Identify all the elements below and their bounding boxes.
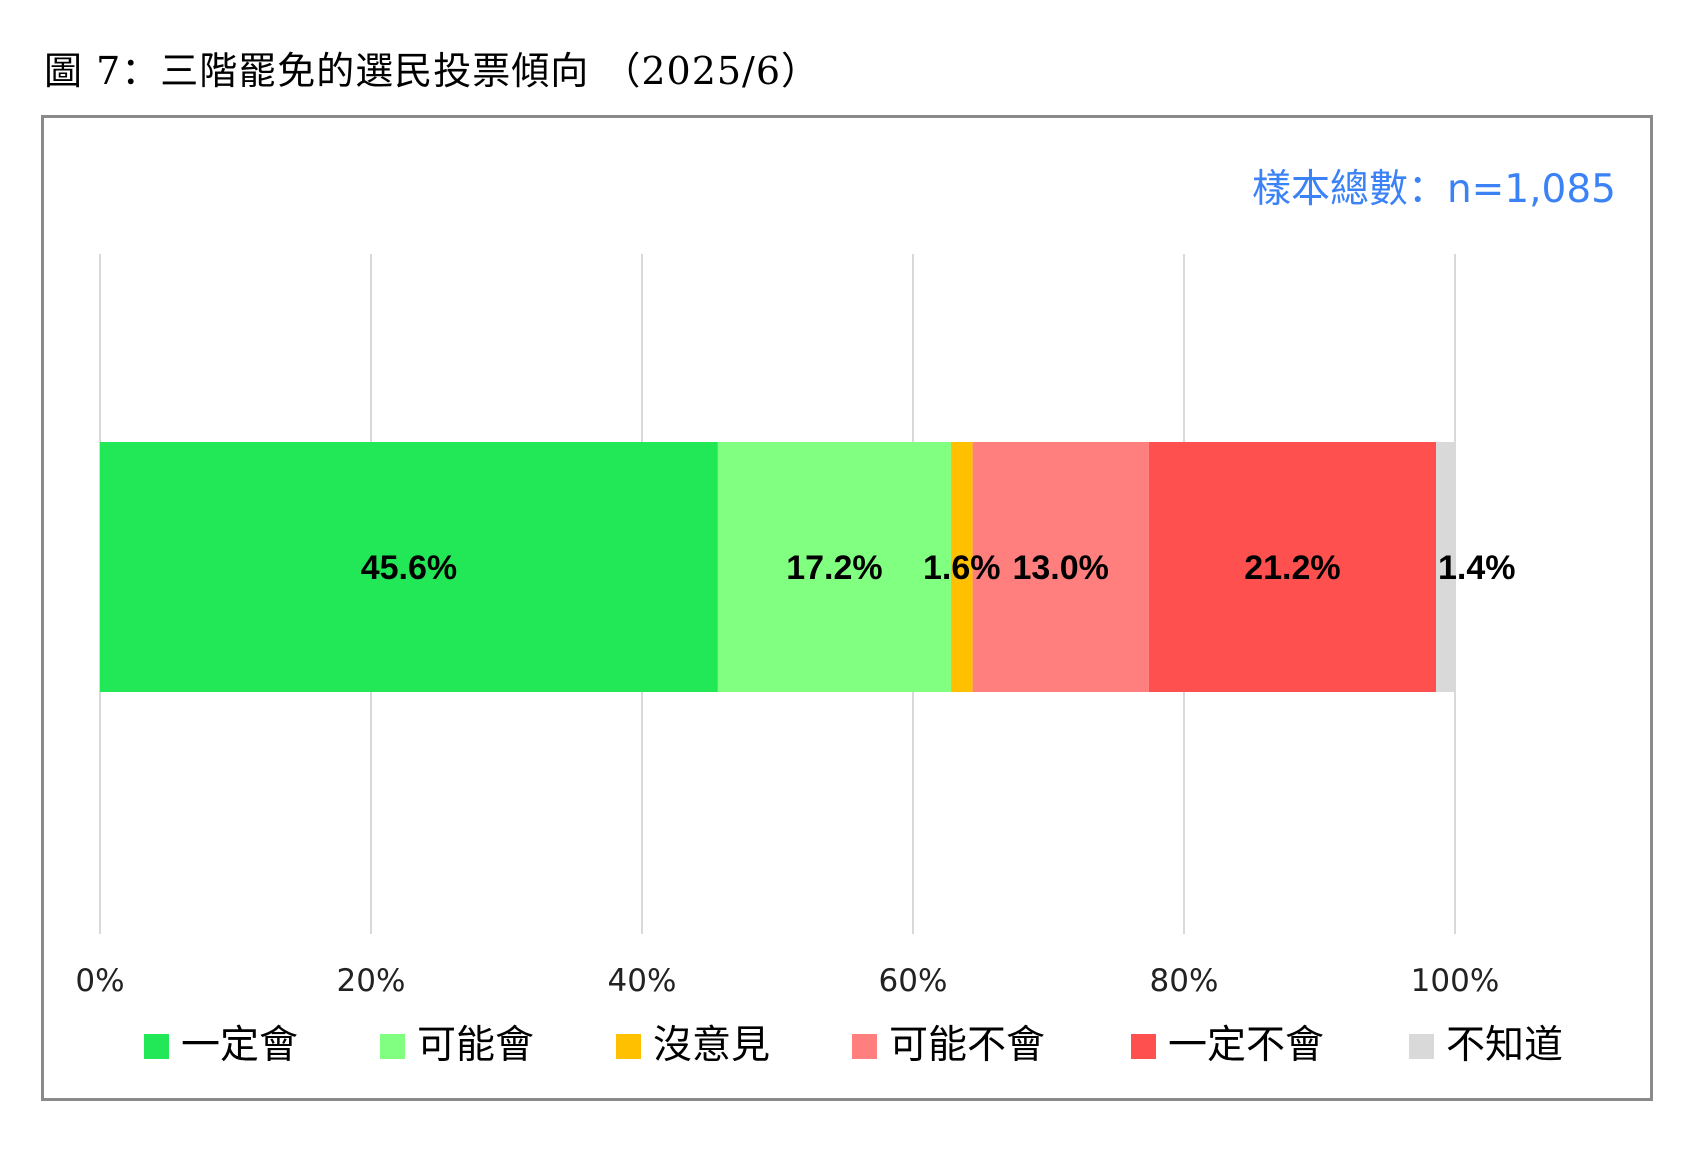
sample-size-note: 樣本總數：n=1,085 [1251,167,1616,212]
data-label-3: 1.6% [923,549,1001,587]
legend-swatch [852,1033,877,1059]
x-tick-label: 80% [1150,963,1219,999]
x-tick-label: 20% [337,963,406,999]
stacked-bar-chart: 0% 20% 40% 60% 80% 100% 45.6% 17.2% 1.6% 13.0% 21.… [75,254,1516,999]
legend-item: 不知道 [1409,1016,1563,1076]
data-label-2: 17.2% [786,549,882,587]
legend-label: 不知道 [1446,1023,1564,1068]
legend-swatch [144,1033,169,1059]
bar-segment-1 [100,442,718,692]
bar-segment-5 [1148,442,1437,692]
chart-legend: 一定會 可能會 沒意見 可能不會 一定不會 不知道 [44,1016,1650,1076]
legend-label: 沒意見 [653,1023,771,1068]
legend-item: 可能會 [380,1016,534,1076]
legend-item: 一定不會 [1131,1016,1324,1076]
x-tick-label: 60% [879,963,948,999]
legend-swatch [616,1033,641,1059]
legend-item: 沒意見 [616,1016,770,1076]
legend-label: 可能會 [417,1023,535,1068]
x-tick-label: 40% [608,963,677,999]
bar-segment-3 [950,442,973,692]
bar-segment-6 [1436,442,1455,692]
chart-frame: 樣本總數：n=1,085 0% 20% 40% 60% 80% 100% 45.6% 17.2… [41,115,1653,1101]
legend-item: 可能不會 [852,1016,1045,1076]
data-label-4: 13.0% [1012,549,1108,587]
legend-label: 一定會 [181,1023,299,1068]
data-label-6: 1.4% [1438,549,1516,587]
legend-item: 一定會 [144,1016,298,1076]
legend-swatch [1131,1033,1156,1059]
figure-title: 圖 7：三階罷免的選民投票傾向 （2025/6） [44,49,821,93]
x-tick-label: 100% [1411,963,1500,999]
legend-label: 可能不會 [889,1023,1046,1068]
bar-segment-2 [717,442,951,692]
legend-swatch [380,1033,405,1059]
legend-label: 一定不會 [1168,1023,1325,1068]
data-label-1: 45.6% [361,549,457,587]
data-label-5: 21.2% [1244,549,1340,587]
bar-segment-4 [972,442,1149,692]
x-tick-label: 0% [75,963,124,999]
legend-swatch [1409,1033,1434,1059]
